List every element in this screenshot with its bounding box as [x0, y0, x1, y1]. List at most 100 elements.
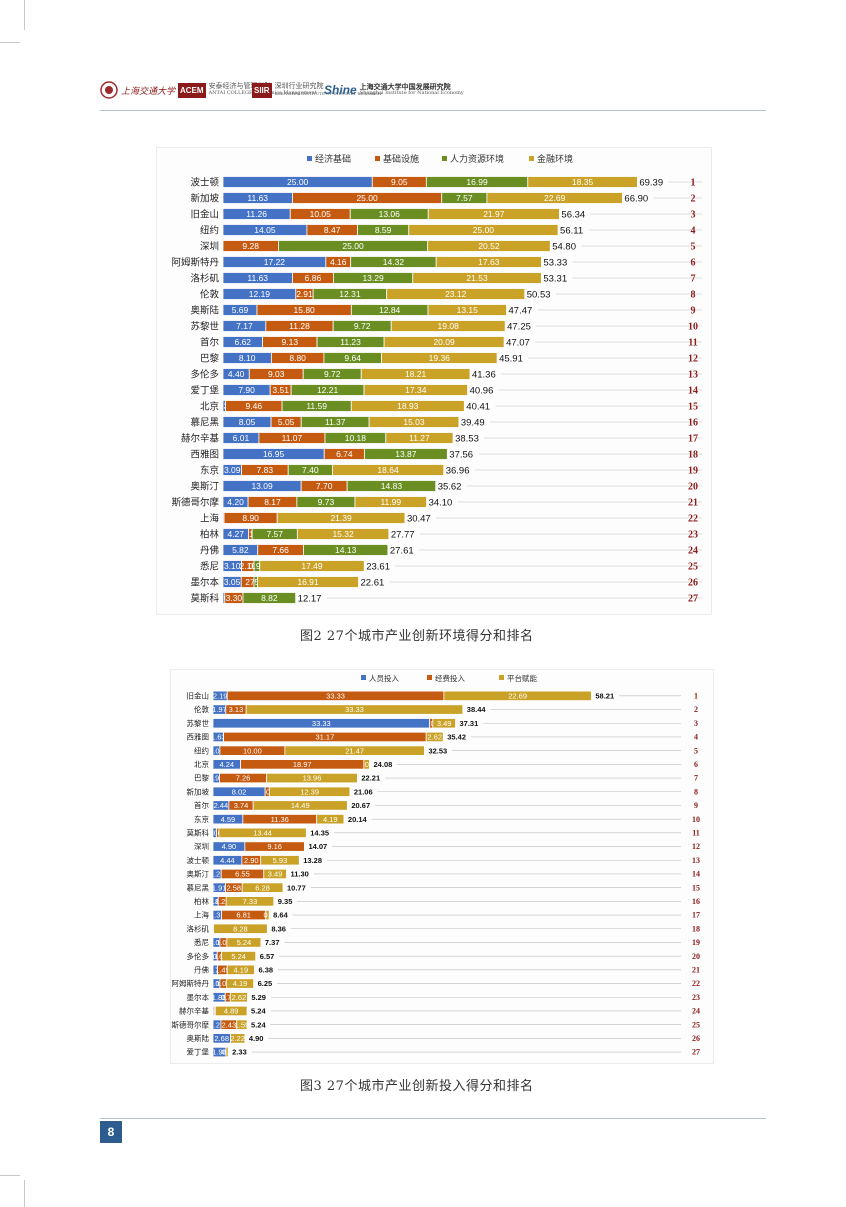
total-label: 69.39 — [639, 177, 663, 188]
category-label: 赫尔辛基 — [179, 1006, 209, 1016]
bar-segment — [346, 480, 437, 492]
bar-value-label: 15.32 — [332, 529, 354, 539]
total-label: 47.25 — [507, 321, 531, 332]
total-label: 50.53 — [527, 289, 551, 300]
figure-2-caption: 图2 27个城市产业创新环境得分和排名 — [300, 629, 534, 644]
bar-segment — [214, 1005, 248, 1017]
rank-label: 21 — [688, 497, 698, 508]
bar-value-label: 15.80 — [294, 305, 316, 315]
bar-segment — [260, 855, 300, 866]
bar-value-label: 0 — [436, 481, 441, 491]
category-label: 新加坡 — [187, 786, 210, 796]
bar-segment — [242, 592, 297, 604]
bar-value-label: 7.57 — [456, 193, 473, 203]
rank-label: 10 — [692, 815, 700, 824]
bar-value-label: 5.24 — [237, 938, 252, 947]
bar-segment — [354, 496, 427, 508]
bar-segment — [408, 224, 559, 236]
total-label: 20.67 — [351, 801, 370, 810]
bar-value-label: 4.59 — [221, 815, 236, 824]
bar-value-label: 2.10 — [240, 561, 257, 571]
bar-value-label: 17.63 — [478, 257, 500, 267]
bar-value-label: 14.13 — [335, 545, 357, 555]
bar-value-label: 8.59 — [375, 225, 392, 235]
category-label: 斯德哥尔摩 — [171, 496, 219, 508]
bar-value-label: 0 — [365, 760, 369, 769]
rank-label: 22 — [688, 513, 698, 524]
bar-value-label: 3.49 — [437, 719, 452, 728]
total-label: 10.77 — [287, 883, 306, 892]
total-label: 5.29 — [251, 993, 266, 1002]
category-label: 西雅图 — [187, 732, 210, 742]
bar-value-label: 2.90 — [244, 856, 259, 865]
bar-value-label: 11.28 — [289, 321, 310, 331]
bar-value-label: 0.8 — [264, 911, 274, 920]
rank-label: 9 — [694, 801, 698, 810]
bar-value-label: 4.20 — [227, 497, 244, 507]
total-label: 27.77 — [391, 529, 415, 540]
sjtu-logo: 上海交通大学 — [100, 78, 175, 102]
total-label: 53.31 — [543, 273, 567, 284]
bar-value-label: 11.27 — [409, 433, 430, 443]
category-label: 新加坡 — [190, 192, 219, 204]
category-label: 爱丁堡 — [187, 1047, 210, 1057]
bar-value-label: 4.27 — [227, 529, 244, 539]
bar-value-label: 9.46 — [246, 401, 263, 411]
total-label: 6.57 — [260, 952, 275, 961]
bar-value-label: 6.01 — [233, 433, 250, 443]
category-label: 阿姆斯特丹 — [172, 978, 210, 988]
total-label: 12.17 — [298, 593, 322, 604]
rank-label: 1 — [694, 691, 698, 700]
total-label: 14.35 — [310, 828, 329, 837]
bar-value-label: 18.35 — [572, 177, 594, 187]
bar-value-label: 20.52 — [478, 241, 500, 251]
category-label: 奥斯陆 — [190, 304, 219, 316]
bar-value-label: 3.51 — [272, 385, 289, 395]
bar-value-label: 7.90 — [238, 385, 255, 395]
legend-swatch-0 — [307, 156, 312, 161]
bar-value-label: 17.22 — [264, 257, 286, 267]
bar-value-label: 6.28 — [255, 883, 270, 892]
category-label: 悉尼 — [200, 560, 219, 572]
bar-value-label: 1.22 — [215, 897, 230, 906]
bar-value-label: 25.00 — [287, 177, 309, 187]
bar-segment — [486, 192, 623, 204]
page-number: 8 — [100, 1121, 122, 1143]
category-label: 奥斯汀 — [187, 869, 210, 879]
bar-segment — [230, 1033, 246, 1044]
bar-value-label: 19.08 — [438, 321, 460, 331]
category-label: 丹佛 — [200, 544, 219, 556]
rank-label: 14 — [688, 385, 698, 396]
bar-segment — [252, 800, 348, 811]
bar-value-label: 9.73 — [318, 497, 335, 507]
total-label: 20.14 — [348, 815, 368, 824]
bar-segment — [257, 576, 359, 588]
category-label: 上海 — [200, 512, 220, 524]
legend-label-3: 金融环境 — [537, 153, 573, 165]
category-label: 爱丁堡 — [190, 384, 219, 396]
bar-value-label: 1.26 — [210, 870, 225, 879]
total-label: 40.41 — [466, 401, 490, 412]
category-label: 奥斯陆 — [187, 1033, 210, 1043]
rank-label: 18 — [688, 449, 698, 460]
bar-value-label: 4.19 — [233, 979, 248, 988]
siir-logo: SIIR 深圳行业研究院 SHENZHEN INSTITUTE OF INDUS… — [252, 78, 381, 102]
bar-value-label: 6.62 — [234, 337, 251, 347]
bar-segment — [268, 786, 351, 797]
bar-value-label: 18.21 — [405, 369, 427, 379]
bar-segment — [435, 256, 542, 268]
rank-label: 26 — [688, 577, 698, 588]
bar-segment — [363, 384, 468, 396]
bar-segment — [218, 827, 307, 839]
rank-label: 27 — [688, 593, 698, 604]
bar-value-label: 15.03 — [403, 417, 425, 427]
bar-value-label: 2.68 — [214, 1034, 229, 1043]
rank-label: 12 — [688, 353, 698, 364]
bar-value-label: 1.06 — [209, 746, 224, 755]
bar-segment — [266, 772, 358, 784]
bar-segment — [390, 320, 506, 332]
total-label: 7.37 — [265, 938, 280, 947]
category-label: 多伦多 — [190, 368, 219, 380]
figure-3-chart: 人员投入 经费投入 平台赋能 旧金山 2.19 33.33 22.69 58.21 1 伦敦 1.9… — [170, 669, 714, 1064]
rank-label: 27 — [692, 1048, 700, 1057]
